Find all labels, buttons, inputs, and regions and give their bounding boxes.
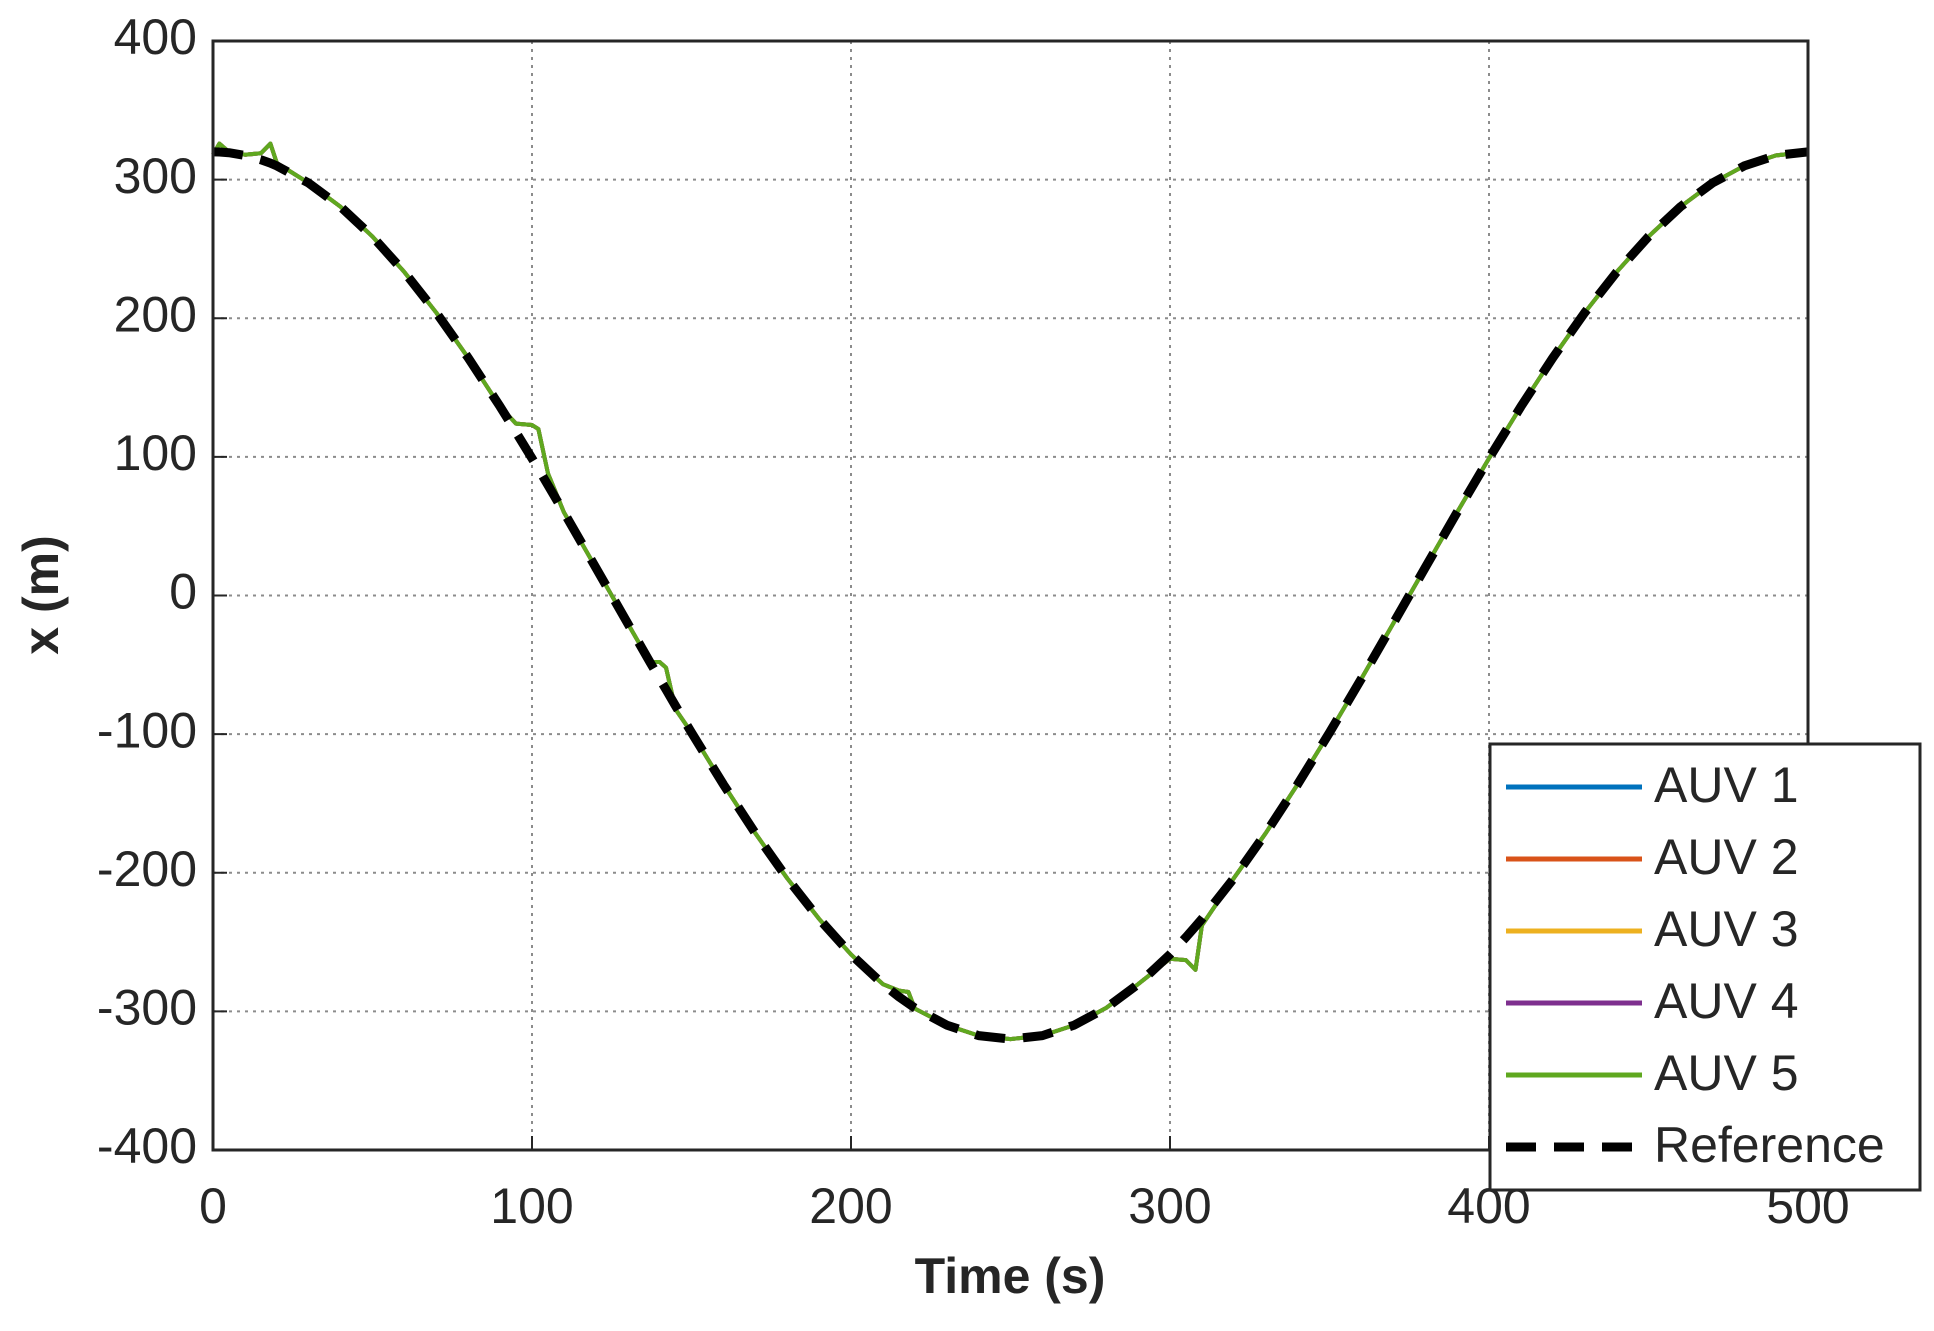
y-tick-label: 200	[114, 286, 197, 342]
legend-label: AUV 5	[1654, 1045, 1799, 1101]
legend-label: AUV 2	[1654, 829, 1799, 885]
x-tick-label: 100	[490, 1178, 573, 1234]
legend-label: AUV 3	[1654, 901, 1799, 957]
legend-box	[1488, 742, 1922, 1192]
y-tick-label: -300	[97, 980, 197, 1036]
y-tick-label: 100	[114, 425, 197, 481]
y-tick-label: 0	[169, 564, 197, 620]
x-tick-label: 200	[809, 1178, 892, 1234]
legend-label: AUV 4	[1654, 973, 1799, 1029]
series-line	[212, 147, 1809, 1044]
y-tick-label: -100	[97, 702, 197, 758]
x-tick-label: 300	[1128, 1178, 1211, 1234]
y-axis-label: x (m)	[13, 535, 69, 654]
y-tick-label: 400	[114, 9, 197, 65]
plot-frame	[211, 39, 1810, 1152]
y-tick-label: 300	[114, 148, 197, 204]
legend-label: AUV 1	[1654, 757, 1799, 813]
legend-label: Reference	[1654, 1117, 1885, 1173]
x-tick-label: 0	[199, 1178, 227, 1234]
y-tick-label: -200	[97, 841, 197, 897]
y-tick-label: -400	[97, 1118, 197, 1174]
x-axis-label: Time (s)	[915, 1248, 1106, 1304]
